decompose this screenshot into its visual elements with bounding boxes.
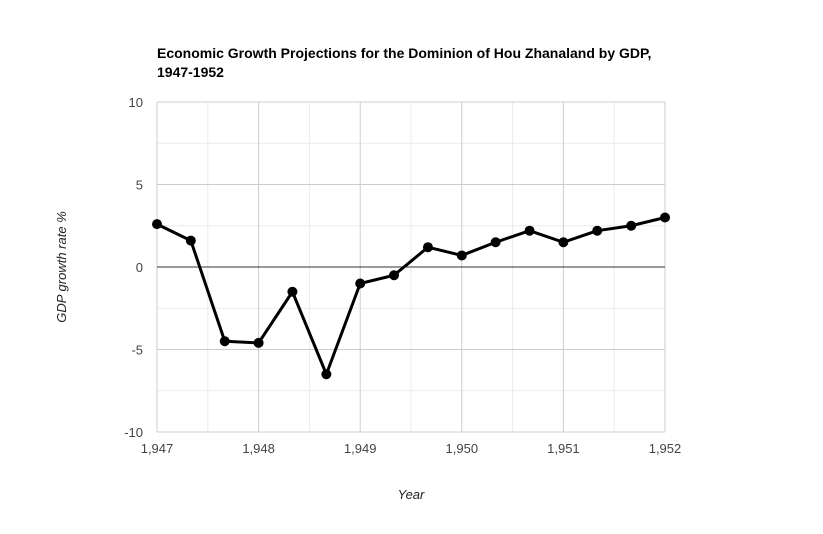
data-point [253, 337, 264, 348]
y-tick-label: 10 [129, 95, 143, 110]
y-tick-label: 5 [136, 178, 143, 193]
data-point [219, 336, 230, 347]
gridlines [156, 101, 666, 433]
x-axis-label: Year [398, 487, 425, 502]
data-point [389, 270, 400, 281]
x-tick-label: 1,951 [547, 441, 580, 456]
axes: 1,947 1,948 1,949 1,950 1,951 1,952 10 5 0 -5 -10 [124, 95, 681, 456]
x-tick-label: 1,949 [344, 441, 377, 456]
x-tick-label: 1,947 [141, 441, 174, 456]
series-line [156, 216, 666, 376]
chart-title-line-2: 1947-1952 [157, 64, 224, 80]
data-point [152, 219, 162, 230]
chart-title-line-1: Economic Growth Projections for the Domi… [157, 45, 651, 61]
data-point [626, 220, 637, 231]
data-point [185, 235, 196, 246]
y-axis-label: GDP growth rate % [54, 211, 69, 323]
data-point [592, 225, 603, 236]
y-tick-label: -5 [131, 343, 143, 358]
data-point [524, 225, 535, 236]
y-tick-label: 0 [136, 260, 143, 275]
data-point [422, 242, 433, 253]
data-point [355, 278, 366, 289]
x-tick-label: 1,950 [446, 441, 479, 456]
data-point [321, 369, 332, 380]
data-point [490, 237, 501, 248]
x-tick-label: 1,952 [649, 441, 682, 456]
y-tick-label: -10 [124, 425, 143, 440]
x-tick-label: 1,948 [242, 441, 275, 456]
data-point [558, 237, 569, 248]
data-point [287, 286, 298, 297]
series-gdp [152, 212, 670, 380]
data-point [660, 212, 670, 223]
data-point [456, 250, 467, 261]
